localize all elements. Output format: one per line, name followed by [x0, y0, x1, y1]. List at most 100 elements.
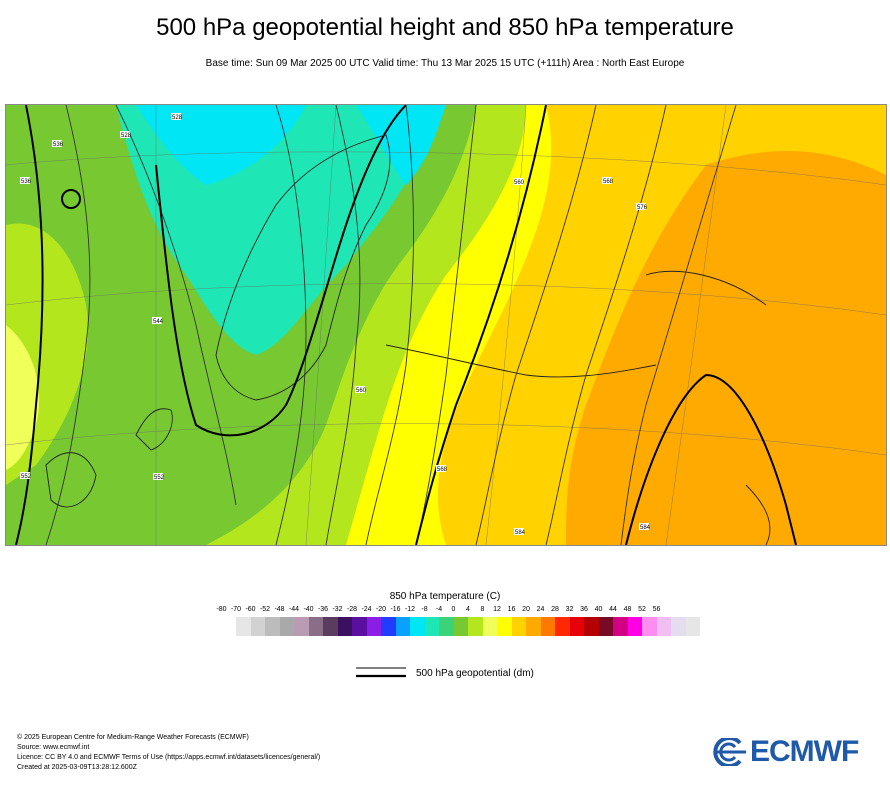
legend-color-swatch — [685, 617, 700, 636]
contour-label: 560 — [356, 388, 367, 394]
legend-color-swatch — [642, 617, 657, 636]
legend-tick-label: 28 — [551, 606, 559, 613]
legend-color-swatch — [424, 617, 439, 636]
temperature-zone-minus16-minus12 — [136, 105, 306, 185]
legend-color-swatch — [410, 617, 425, 636]
geopotential-contours-thin — [45, 105, 737, 545]
legend-color-swatch — [294, 617, 309, 636]
temperature-zone-8-12 — [566, 151, 886, 545]
legend-color-swatch — [468, 617, 483, 636]
contour-label: 528 — [121, 133, 132, 139]
contour-label-box — [120, 131, 130, 138]
legend-color-swatch — [671, 617, 686, 636]
legend-tick-label: 20 — [522, 606, 530, 613]
ecmwf-logo: ECMWF — [708, 735, 859, 769]
footer-credits: © 2025 European Centre for Medium-Range … — [17, 733, 320, 773]
footer-copyright: © 2025 European Centre for Medium-Range … — [17, 734, 249, 741]
map-canvas: 528 528 536 536 544 552 552 560 560 568 … — [6, 105, 886, 545]
legend-tick-label: -4 — [435, 606, 443, 613]
legend-color-swatch — [569, 617, 584, 636]
contour-label: 584 — [515, 530, 526, 536]
legend-color-swatch — [366, 617, 381, 636]
legend-tick-label: -40 — [303, 606, 314, 613]
legend-tick-label: -20 — [375, 606, 387, 613]
chart-subtitle: Base time: Sun 09 Mar 2025 00 UTC Valid … — [205, 58, 685, 69]
temperature-zone-minus16-east — [356, 105, 446, 185]
contour-label: 560 — [514, 180, 525, 186]
contour-label-box — [636, 203, 646, 210]
contour-label: 552 — [21, 474, 32, 480]
legend-tick-label: 8 — [480, 606, 485, 613]
chart-title: 500 hPa geopotential height and 850 hPa … — [156, 14, 734, 41]
legend-tick-label: 4 — [466, 606, 470, 613]
legend-color-swatch — [308, 617, 323, 636]
geopotential-legend-lines — [356, 667, 406, 678]
legend-tick-label: -60 — [245, 606, 256, 613]
legend-color-swatch — [323, 617, 338, 636]
legend-tick-label: -8 — [421, 606, 428, 613]
legend-color-swatch — [395, 617, 410, 636]
legend-tick-label: 24 — [536, 606, 545, 613]
contour-label-box — [602, 177, 612, 184]
contour-label-box — [20, 177, 30, 184]
legend-color-swatch — [511, 617, 526, 636]
contour-label-box — [153, 473, 163, 480]
legend-tick-label: -52 — [259, 606, 271, 613]
legend-color-swatch — [584, 617, 599, 636]
legend-color-swatch — [352, 617, 367, 636]
contour-label: 552 — [154, 475, 165, 481]
coastlines — [45, 134, 771, 545]
legend-color-swatch — [497, 617, 512, 636]
temperature-zone-west-warm — [6, 325, 40, 470]
legend-tick-label: 40 — [594, 606, 603, 613]
legend-color-swatch — [250, 617, 265, 636]
legend-color-swatch — [265, 617, 280, 636]
contour-label-box — [20, 472, 30, 479]
contour-label: 536 — [21, 179, 32, 185]
legend-color-swatch — [540, 617, 555, 636]
geopotential-contours-thick — [15, 105, 797, 545]
footer-licence: Licence: CC BY 4.0 and ECMWF Terms of Us… — [17, 754, 321, 761]
legend-color-swatch — [482, 617, 497, 636]
legend-tick-label: 56 — [652, 606, 661, 613]
legend-tick-label: -70 — [230, 606, 242, 613]
contour-label-box — [152, 317, 162, 324]
legend-tick-label: 44 — [609, 606, 617, 613]
legend-color-swatch — [598, 617, 613, 636]
contour-label-box — [513, 178, 523, 185]
contour-label-box — [171, 113, 181, 120]
legend-tick-label: -32 — [332, 606, 343, 613]
legend-tick-label: -80 — [216, 606, 227, 613]
ecmwf-logo-icon — [713, 738, 746, 766]
legend-color-swatch — [613, 617, 628, 636]
geopotential-legend-label: 500 hPa geopotential (dm) — [416, 668, 534, 679]
contour-label-box — [52, 140, 62, 147]
contour-label: 568 — [437, 467, 448, 473]
legend-color-swatch — [526, 617, 541, 636]
legend-tick-label: -28 — [346, 606, 358, 613]
contour-label: 536 — [53, 142, 64, 148]
legend-tick-label: -48 — [274, 606, 285, 613]
contour-label: 528 — [172, 115, 183, 121]
contour-label: 576 — [637, 205, 648, 211]
contour-label: 584 — [640, 525, 651, 531]
contour-labels: 528 528 536 536 544 552 552 560 560 568 … — [20, 113, 651, 536]
contour-label: 568 — [603, 179, 614, 185]
legend-color-swatch — [656, 617, 671, 636]
contour-label-box — [639, 523, 649, 530]
contour-label: 544 — [153, 319, 164, 325]
legend-tick-label: 36 — [580, 606, 588, 613]
legend-color-swatch — [453, 617, 468, 636]
legend-tick-label: -16 — [390, 606, 401, 613]
legend-tick-label: 16 — [507, 606, 516, 613]
legend-color-swatch — [279, 617, 294, 636]
legend-tick-label: -44 — [288, 606, 300, 613]
weather-map: 528 528 536 536 544 552 552 560 560 568 … — [5, 104, 887, 546]
legend-tick-label: -12 — [404, 606, 416, 613]
legend-tick-label: -36 — [317, 606, 329, 613]
legend-color-swatch — [439, 617, 454, 636]
legend-tick-label: 0 — [451, 606, 456, 613]
ecmwf-logo-text: ECMWF — [750, 735, 859, 768]
contour-label-box — [514, 528, 524, 535]
legend-tick-label: 12 — [493, 606, 501, 613]
